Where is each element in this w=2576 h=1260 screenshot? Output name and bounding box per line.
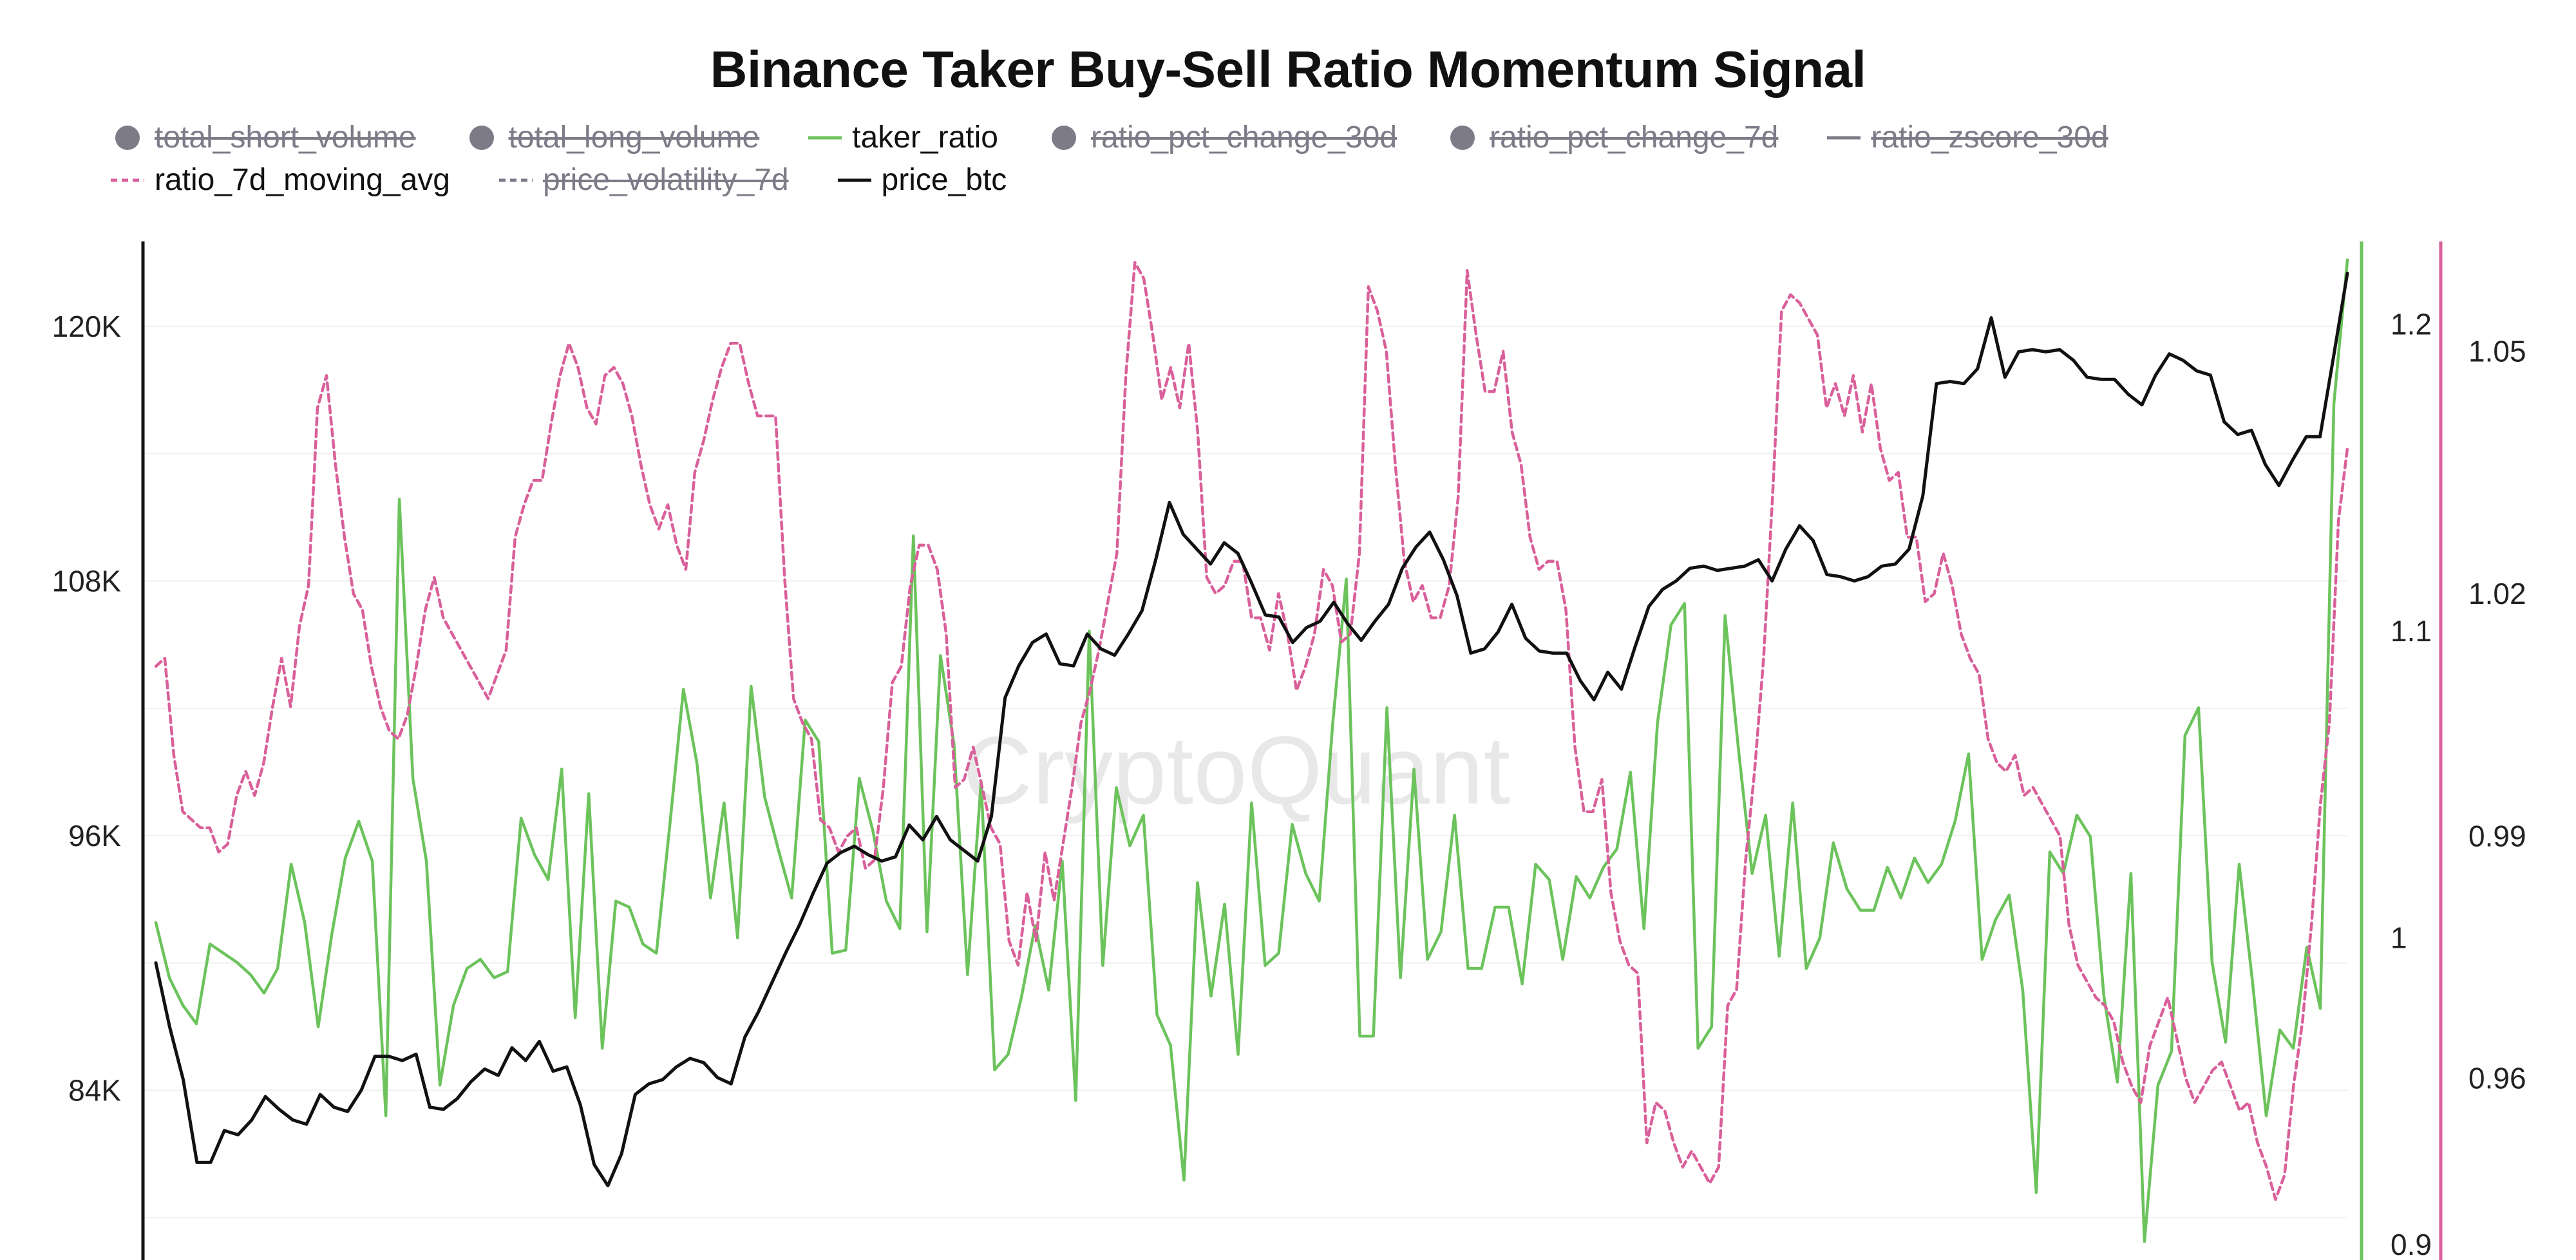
series-layer — [154, 258, 2349, 1243]
tick-label: 1 — [2391, 921, 2407, 955]
legend-item-taker-ratio[interactable]: taker_ratio — [807, 121, 998, 155]
tick-label: 120K — [52, 310, 122, 343]
tick-label: 96K — [68, 819, 121, 852]
right-outer-axis-ticks: 0.96 0.99 1.02 1.05 — [2468, 335, 2526, 1095]
left-axis-ticks: 84K 96K 108K 120K — [52, 310, 122, 1107]
series-line-price-btc — [154, 271, 2349, 1188]
tick-label: 0.99 — [2468, 819, 2526, 852]
legend-line-icon — [808, 136, 842, 140]
legend-line-icon — [498, 178, 533, 182]
legend-circle-icon — [1450, 126, 1475, 150]
legend-circle-icon — [115, 126, 140, 150]
legend-line-icon — [837, 178, 871, 182]
tick-label: 1.02 — [2468, 577, 2526, 610]
legend-label: ratio_pct_change_7d — [1490, 120, 1779, 155]
legend-label: ratio_7d_moving_avg — [155, 163, 450, 197]
legend-item-ratio-pct-change-30d[interactable]: ratio_pct_change_30d — [1046, 121, 1397, 155]
tick-label: 0.96 — [2468, 1062, 2526, 1095]
tick-label: 108K — [52, 564, 122, 597]
legend-label: ratio_pct_change_30d — [1090, 120, 1397, 155]
tick-label: 1.05 — [2468, 335, 2526, 368]
right-inner-axis-ticks: 0.9 1 1.1 1.2 — [2391, 308, 2432, 1260]
legend-label: taker_ratio — [852, 120, 998, 155]
tick-label: 1.2 — [2391, 308, 2432, 341]
tick-label: 1.1 — [2391, 614, 2432, 648]
legend-circle-icon — [1051, 126, 1076, 150]
legend-line-icon — [111, 178, 144, 182]
legend-item-total-long-volume[interactable]: total_long_volume — [464, 120, 760, 155]
legend-label: price_btc — [881, 163, 1007, 197]
legend-item-ratio-pct-change-7d[interactable]: ratio_pct_change_7d — [1444, 121, 1778, 155]
tick-label: 0.9 — [2391, 1228, 2432, 1260]
legend-item-total-short-volume[interactable]: total_short_volume — [109, 121, 416, 155]
series-line-ratio-7d-moving-avg — [154, 261, 2349, 1201]
watermark: CryptoQuant — [963, 716, 1510, 824]
legend-label: ratio_zscore_30d — [1871, 120, 2108, 155]
legend-label: total_short_volume — [155, 120, 416, 155]
legend-circle-icon — [469, 126, 494, 150]
chart-title: Binance Taker Buy-Sell Ratio Momentum Si… — [710, 41, 1866, 98]
legend-item-price-volatility-7d[interactable]: price_volatility_7d — [498, 164, 789, 197]
series-line-taker-ratio — [154, 258, 2349, 1243]
legend-label: price_volatility_7d — [542, 163, 789, 197]
tick-label: 84K — [68, 1073, 121, 1107]
legend-label: total_long_volume — [508, 120, 760, 155]
legend: total_short_volume total_long_volume taker… — [109, 121, 2492, 197]
legend-item-price-btc[interactable]: price_btc — [837, 164, 1007, 197]
legend-line-icon — [1827, 136, 1861, 140]
legend-item-ratio-7d-moving-avg[interactable]: ratio_7d_moving_avg — [109, 164, 450, 197]
legend-item-ratio-zscore-30d[interactable]: ratio_zscore_30d — [1826, 121, 2108, 155]
